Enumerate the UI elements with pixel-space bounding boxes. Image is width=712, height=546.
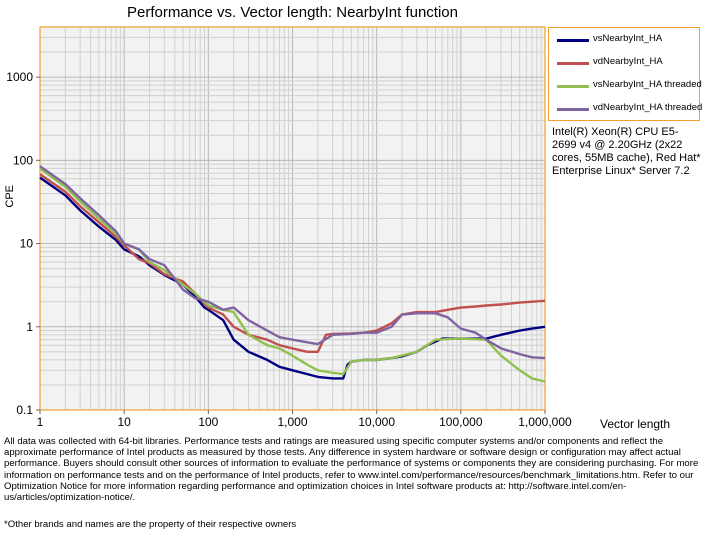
legend-label: vsNearbyInt_HA threaded [593, 79, 702, 90]
y-tick-label: 1 [26, 320, 33, 334]
y-axis-title: CPE [4, 185, 16, 208]
legend-label: vdNearbyInt_HA threaded [593, 102, 703, 113]
series-line-1 [39, 173, 546, 353]
series-line-3 [39, 165, 546, 360]
cpu-note: Intel(R) Xeon(R) CPU E5-2699 v4 @ 2.20GH… [552, 126, 701, 177]
chart-title: Performance vs. Vector length: NearbyInt… [126, 4, 458, 21]
legend-label: vdNearbyInt_HA [593, 56, 663, 67]
legend-item-vd-ha: vdNearbyInt_HA [549, 51, 699, 74]
x-tick-label: 1,000 [277, 415, 307, 429]
legend-swatch [557, 85, 589, 88]
legend-swatch [557, 39, 589, 42]
x-tick-label: 100 [198, 415, 218, 429]
y-tick-label: 1000 [6, 70, 33, 84]
x-tick-label: 10,000 [358, 415, 395, 429]
legend-item-vs-ha-threaded: vsNearbyInt_HA threaded [549, 74, 702, 97]
legend-item-vd-ha-threaded: vdNearbyInt_HA threaded [549, 97, 703, 120]
x-tick-label: 100,000 [439, 415, 483, 429]
y-tick-label: 100 [13, 153, 33, 167]
disclaimer-text: All data was collected with 64-bit libra… [4, 436, 699, 504]
legend-swatch [557, 62, 589, 65]
footnote-text: *Other brands and names are the property… [4, 519, 297, 530]
legend-item-vs-ha: vsNearbyInt_HA [549, 28, 699, 51]
legend: vsNearbyInt_HA vdNearbyInt_HA vsNearbyIn… [548, 27, 703, 121]
x-axis-title: Vector length [600, 417, 671, 431]
x-tick-label: 1 [37, 415, 44, 429]
legend-swatch [557, 108, 589, 111]
y-tick-label: 0.1 [16, 403, 33, 417]
y-tick-label: 10 [20, 237, 34, 251]
legend-label: vsNearbyInt_HA [593, 33, 663, 44]
x-tick-label: 10 [117, 415, 131, 429]
x-tick-label: 1,000,000 [518, 415, 572, 429]
